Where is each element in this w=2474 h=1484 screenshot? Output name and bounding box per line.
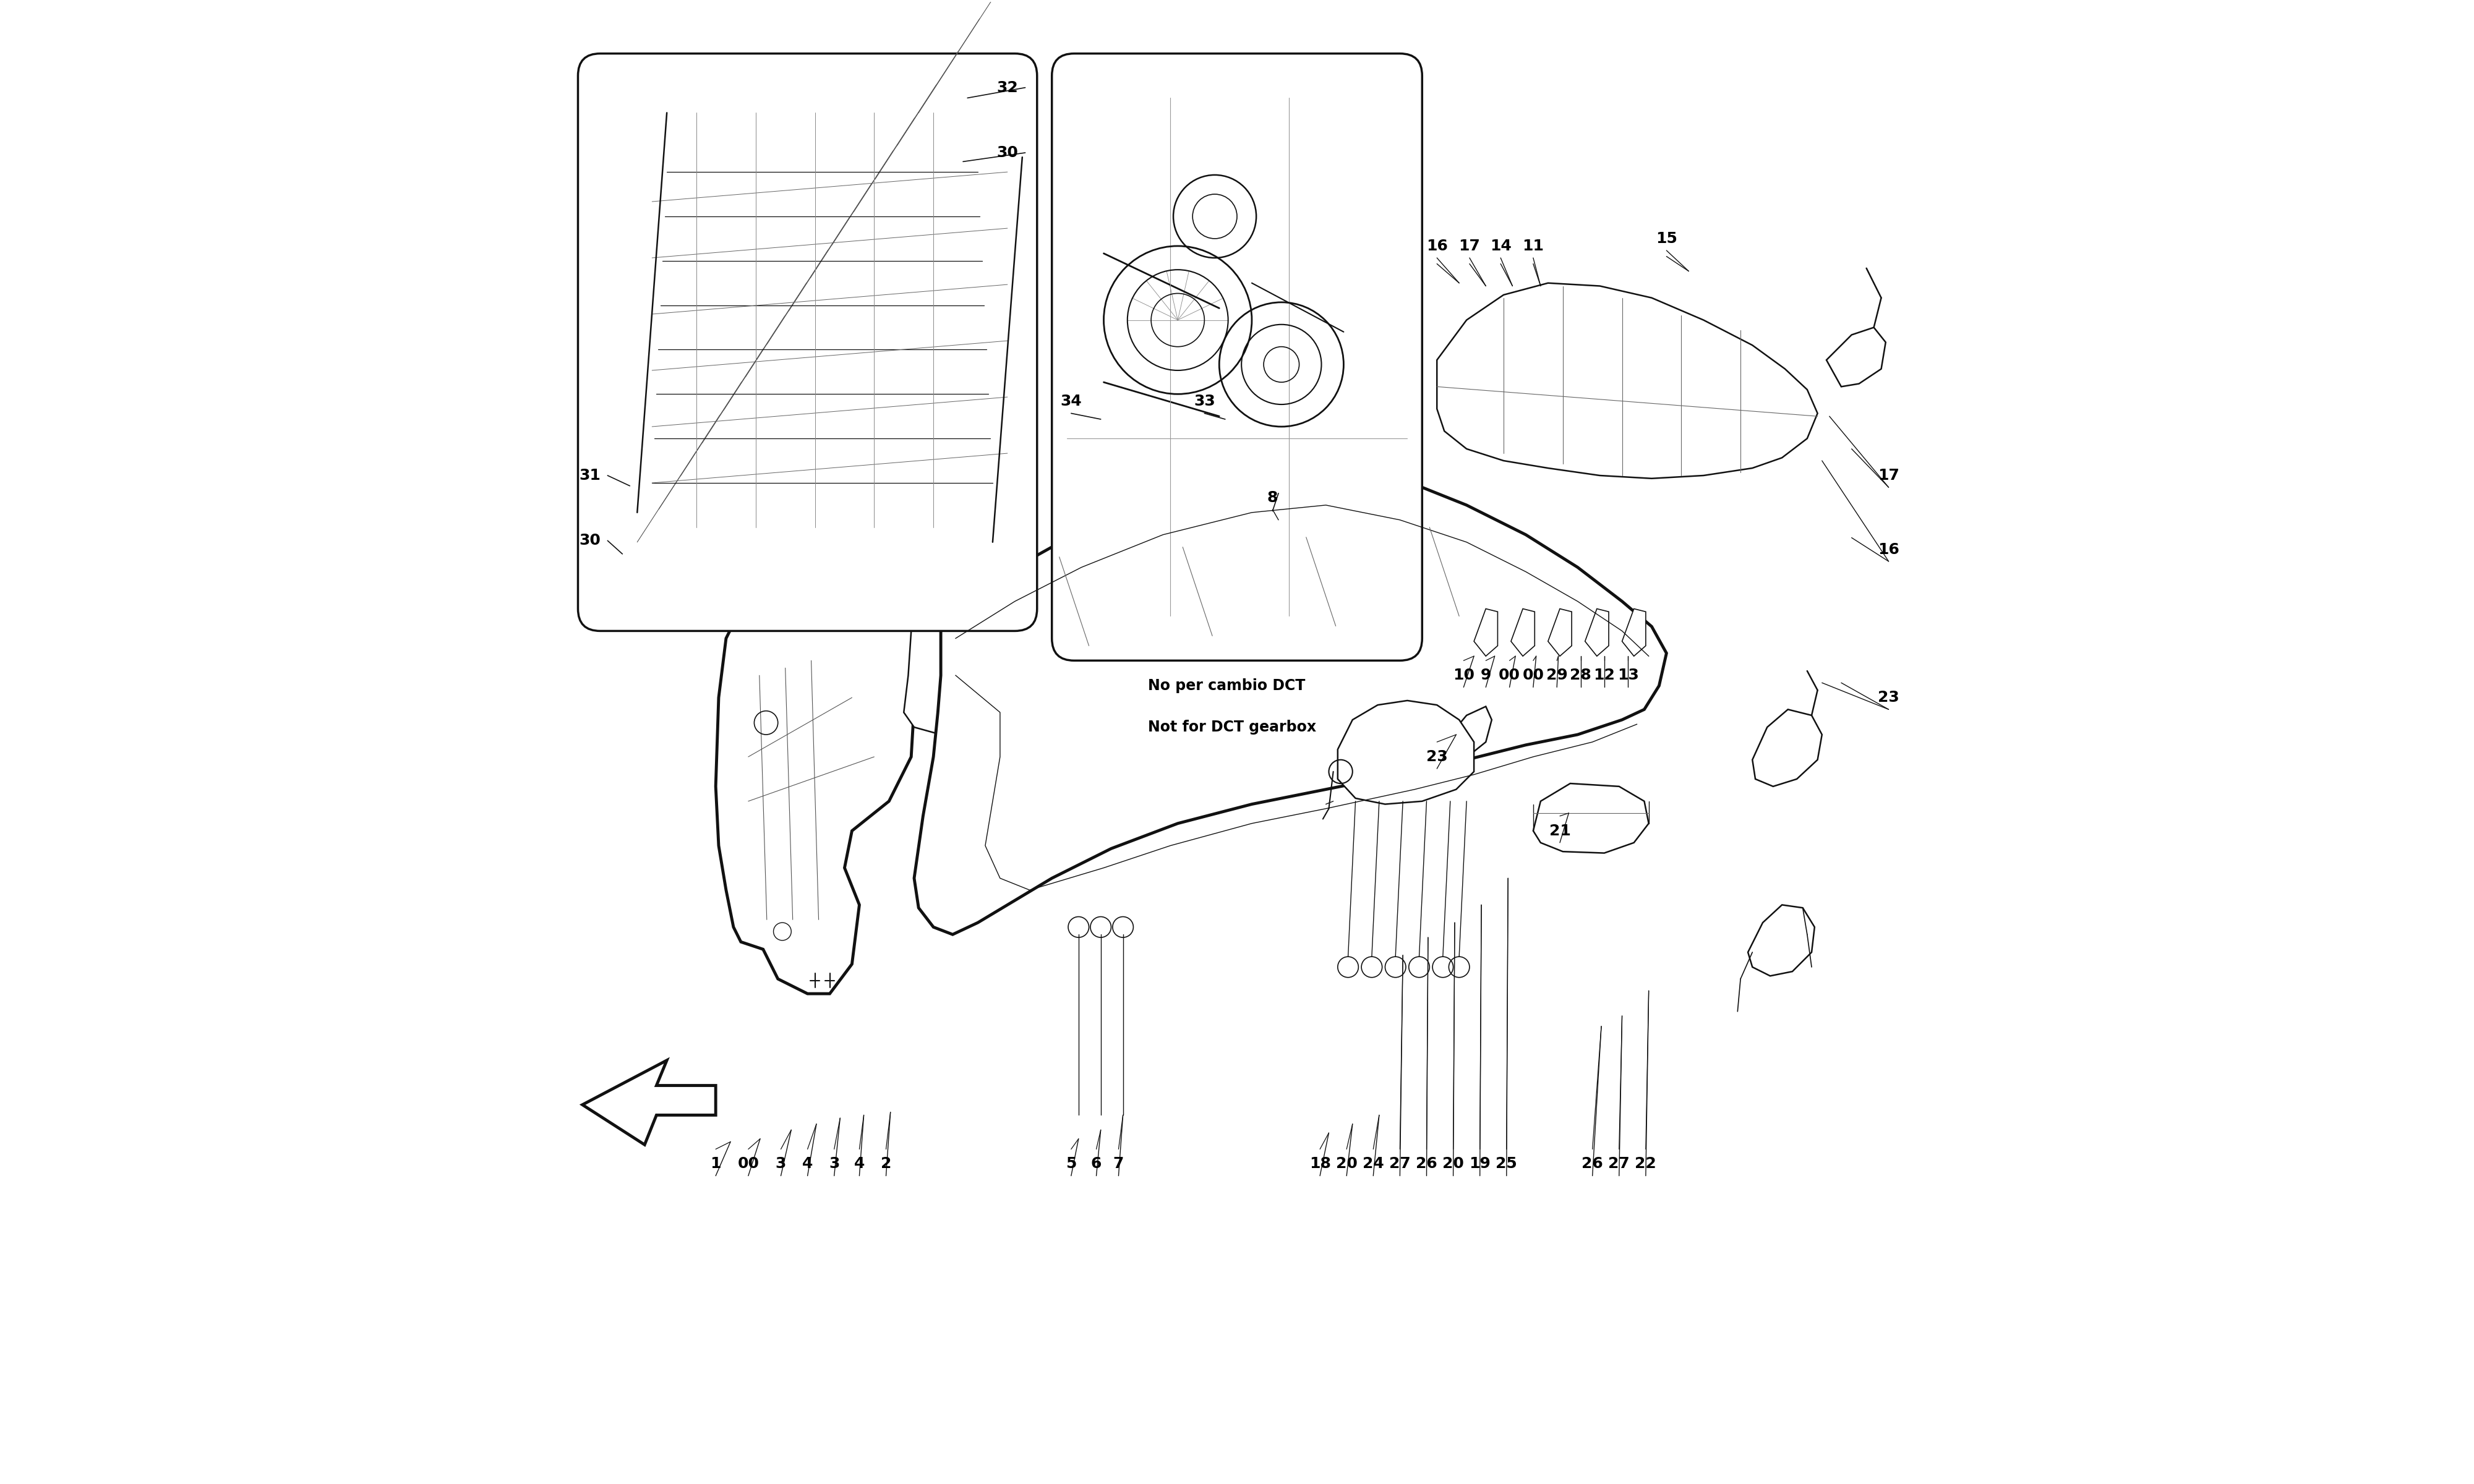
Text: 21: 21 — [1549, 824, 1571, 838]
Text: 28: 28 — [1571, 668, 1591, 683]
Text: 10: 10 — [1452, 668, 1475, 683]
Text: 00: 00 — [737, 1156, 760, 1171]
Polygon shape — [1207, 467, 1363, 571]
Polygon shape — [1749, 905, 1813, 976]
Text: 22: 22 — [1635, 1156, 1658, 1171]
Text: 30: 30 — [579, 533, 601, 548]
Text: 29: 29 — [1546, 668, 1569, 683]
Text: 20: 20 — [1336, 1156, 1358, 1171]
Text: 20: 20 — [1442, 1156, 1465, 1171]
Text: 24: 24 — [1363, 1156, 1383, 1171]
Text: 3: 3 — [829, 1156, 839, 1171]
Polygon shape — [715, 564, 918, 994]
Text: 17: 17 — [1460, 239, 1479, 254]
Text: 1: 1 — [710, 1156, 720, 1171]
Polygon shape — [903, 608, 1014, 735]
Polygon shape — [1445, 706, 1492, 757]
Text: 32: 32 — [997, 80, 1019, 95]
Text: 26: 26 — [1581, 1156, 1603, 1171]
Text: 4: 4 — [802, 1156, 814, 1171]
Text: 4: 4 — [854, 1156, 866, 1171]
Text: 12: 12 — [1593, 668, 1616, 683]
FancyBboxPatch shape — [1051, 53, 1423, 660]
Text: 3: 3 — [774, 1156, 787, 1171]
Text: 19: 19 — [1470, 1156, 1492, 1171]
Text: 18: 18 — [1309, 1156, 1331, 1171]
Polygon shape — [1338, 700, 1475, 804]
Text: 31: 31 — [579, 467, 601, 482]
Polygon shape — [1512, 608, 1534, 656]
Polygon shape — [1623, 608, 1645, 656]
Text: 11: 11 — [1522, 239, 1544, 254]
Text: 14: 14 — [1489, 239, 1512, 254]
Text: 33: 33 — [1192, 395, 1215, 410]
Text: 23: 23 — [1425, 749, 1447, 764]
Text: 13: 13 — [1618, 668, 1638, 683]
Polygon shape — [1549, 608, 1571, 656]
Text: 26: 26 — [1415, 1156, 1437, 1171]
Text: 00: 00 — [1499, 668, 1522, 683]
Polygon shape — [1826, 328, 1885, 387]
Text: 5: 5 — [1066, 1156, 1076, 1171]
Polygon shape — [1586, 608, 1608, 656]
Polygon shape — [1534, 784, 1648, 853]
Text: 34: 34 — [1061, 395, 1081, 410]
Text: 17: 17 — [1878, 467, 1900, 482]
Text: 16: 16 — [1878, 542, 1900, 556]
Text: 27: 27 — [1390, 1156, 1410, 1171]
Text: 8: 8 — [1267, 490, 1279, 505]
Text: 6: 6 — [1091, 1156, 1101, 1171]
Text: 16: 16 — [1425, 239, 1447, 254]
Text: 9: 9 — [1479, 668, 1492, 683]
Polygon shape — [1752, 709, 1821, 787]
Text: 27: 27 — [1608, 1156, 1630, 1171]
Text: 30: 30 — [997, 145, 1019, 160]
Text: 7: 7 — [1113, 1156, 1123, 1171]
Polygon shape — [1074, 438, 1192, 542]
Text: No per cambio DCT: No per cambio DCT — [1148, 678, 1306, 693]
FancyBboxPatch shape — [579, 53, 1037, 631]
Polygon shape — [1475, 608, 1497, 656]
Text: 00: 00 — [1522, 668, 1544, 683]
Text: 23: 23 — [1878, 690, 1900, 705]
Polygon shape — [1437, 283, 1818, 478]
Text: 2: 2 — [881, 1156, 891, 1171]
Text: Not for DCT gearbox: Not for DCT gearbox — [1148, 720, 1316, 735]
Text: 25: 25 — [1497, 1156, 1517, 1171]
Polygon shape — [581, 1061, 715, 1144]
Text: 15: 15 — [1655, 232, 1677, 246]
Polygon shape — [915, 467, 1667, 935]
